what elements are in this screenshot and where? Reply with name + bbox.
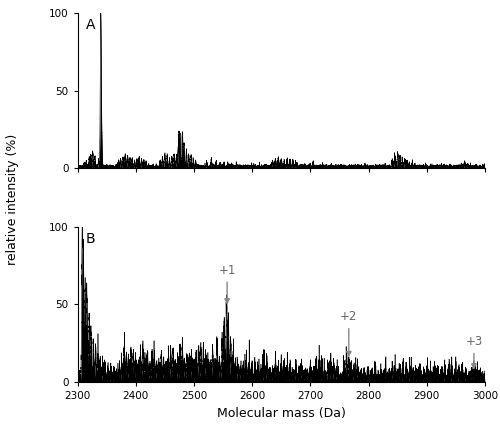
Text: B: B: [86, 232, 96, 246]
Text: +3: +3: [466, 335, 482, 368]
Text: +1: +1: [218, 263, 236, 303]
Text: A: A: [86, 18, 95, 32]
Text: relative intensity (%): relative intensity (%): [6, 134, 19, 265]
X-axis label: Molecular mass (Da): Molecular mass (Da): [217, 407, 346, 420]
Text: +2: +2: [340, 310, 357, 356]
